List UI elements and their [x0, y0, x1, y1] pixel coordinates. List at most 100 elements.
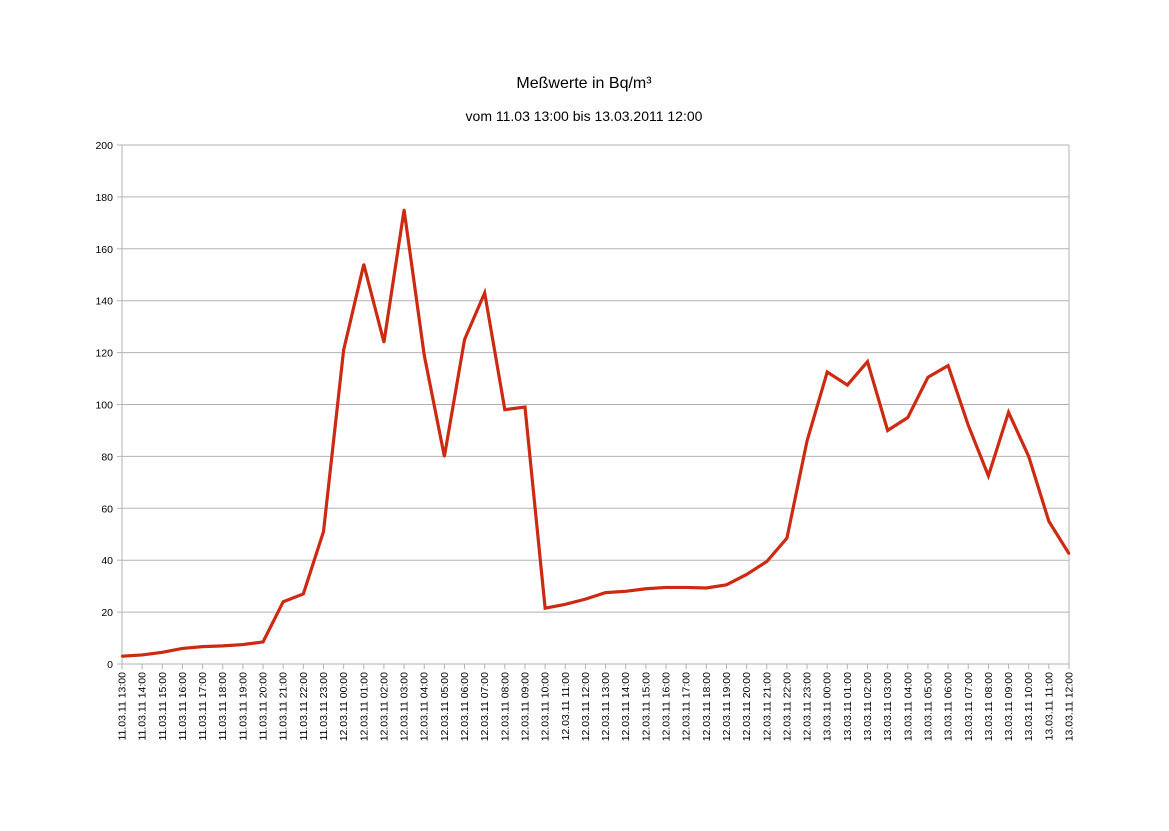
data-point: [745, 573, 748, 576]
data-point: [684, 586, 688, 589]
data-point: [805, 439, 809, 443]
x-tick-label: 12.03.11 11:00: [560, 672, 572, 741]
data-point: [281, 600, 285, 603]
data-point: [362, 263, 365, 266]
x-tick-label: 12.03.11 00:00: [338, 672, 350, 741]
data-point: [1007, 411, 1010, 414]
data-point: [1047, 520, 1051, 523]
data-point: [161, 651, 164, 654]
x-tick-label: 13.03.11 05:00: [922, 672, 934, 741]
x-tick-label: 11.03.11 15:00: [157, 672, 169, 741]
data-point: [140, 653, 144, 657]
chart-title: Meßwerte in Bq/m³: [516, 75, 652, 92]
data-point: [523, 405, 527, 409]
data-point: [846, 383, 849, 387]
y-tick-label: 180: [95, 192, 113, 204]
data-point: [503, 408, 507, 411]
series-line: [121, 209, 1071, 658]
data-point: [402, 208, 406, 212]
x-tick-label: 11.03.11 14:00: [137, 672, 149, 741]
data-point: [342, 348, 345, 352]
x-tick-label: 13.03.11 07:00: [963, 672, 975, 741]
data-point: [886, 429, 889, 432]
x-tick-label: 13.03.11 03:00: [882, 672, 894, 741]
x-tick-label: 12.03.11 23:00: [802, 672, 814, 741]
x-tick-label: 11.03.11 21:00: [278, 672, 290, 741]
x-tick-label: 13.03.11 00:00: [822, 672, 834, 741]
x-tick-label: 11.03.11 23:00: [318, 672, 330, 741]
x-tick-label: 12.03.11 15:00: [640, 672, 652, 741]
data-point: [725, 583, 728, 587]
x-tick-label: 12.03.11 14:00: [620, 672, 632, 741]
data-point: [241, 643, 245, 646]
data-point: [906, 416, 910, 419]
y-tick-label: 120: [95, 348, 113, 360]
y-axis-ticks: 0 20 40 60 80 100 120 140 160 180 200: [95, 140, 122, 671]
data-point: [584, 597, 587, 601]
data-point: [1027, 455, 1030, 458]
data-point: [221, 644, 224, 648]
data-point: [443, 455, 446, 458]
x-tick-label: 13.03.11 06:00: [943, 672, 955, 741]
y-tick-label: 140: [95, 296, 113, 308]
x-tick-label: 13.03.11 01:00: [842, 672, 854, 741]
x-tick-label: 12.03.11 16:00: [661, 672, 673, 741]
x-tick-label: 13.03.11 02:00: [862, 672, 874, 741]
data-point: [826, 370, 829, 374]
data-point: [543, 607, 547, 610]
x-tick-label: 12.03.11 03:00: [399, 672, 411, 741]
data-point: [624, 590, 627, 593]
x-tick-label: 12.03.11 02:00: [378, 672, 390, 741]
x-tick-label: 13.03.11 10:00: [1023, 672, 1035, 741]
y-tick-label: 60: [101, 503, 113, 515]
data-point: [604, 591, 607, 594]
data-point: [181, 647, 184, 650]
x-tick-label: 12.03.11 17:00: [681, 672, 693, 741]
x-tick-label: 12.03.11 10:00: [540, 672, 552, 741]
x-tick-label: 13.03.11 08:00: [983, 672, 995, 741]
x-tick-label: 12.03.11 21:00: [761, 672, 773, 741]
data-point: [785, 536, 789, 540]
x-tick-label: 11.03.11 18:00: [217, 672, 229, 741]
x-tick-label: 12.03.11 19:00: [721, 672, 733, 741]
x-tick-label: 12.03.11 22:00: [781, 672, 793, 741]
x-tick-label: 13.03.11 11:00: [1043, 672, 1055, 741]
x-tick-label: 12.03.11 09:00: [519, 672, 531, 741]
y-tick-label: 100: [95, 400, 113, 412]
x-tick-label: 12.03.11 06:00: [459, 672, 471, 741]
x-tick-label: 13.03.11 09:00: [1003, 672, 1015, 741]
x-tick-label: 11.03.11 19:00: [237, 672, 249, 741]
x-tick-label: 13.03.11 04:00: [902, 672, 914, 741]
y-tick-label: 80: [101, 451, 113, 463]
data-point: [644, 587, 648, 590]
x-tick-label: 12.03.11 13:00: [600, 672, 612, 741]
x-tick-label: 12.03.11 04:00: [419, 672, 431, 741]
data-point: [382, 341, 386, 344]
y-tick-label: 40: [101, 555, 113, 567]
data-point: [705, 586, 708, 590]
x-tick-label: 12.03.11 12:00: [580, 672, 592, 741]
data-point: [1067, 552, 1071, 555]
x-tick-label: 12.03.11 18:00: [701, 672, 713, 741]
gridlines: [122, 144, 1069, 613]
x-tick-label: 13.03.11 12:00: [1064, 672, 1076, 741]
x-tick-label: 12.03.11 05:00: [439, 672, 451, 741]
data-point: [261, 640, 265, 644]
data-point: [423, 353, 426, 357]
data-point: [664, 586, 668, 589]
data-point: [987, 474, 990, 478]
data-point: [322, 530, 325, 533]
data-point: [765, 560, 768, 563]
y-tick-label: 0: [107, 659, 113, 671]
data-point: [564, 603, 567, 606]
x-tick-label: 12.03.11 01:00: [358, 672, 370, 741]
data-point: [926, 376, 930, 379]
x-tick-label: 11.03.11 16:00: [177, 672, 189, 741]
data-point: [967, 424, 970, 427]
x-tick-label: 11.03.11 13:00: [117, 672, 129, 741]
x-tick-label: 11.03.11 20:00: [258, 672, 270, 741]
data-point: [463, 338, 466, 341]
x-tick-label: 11.03.11 22:00: [298, 672, 310, 741]
